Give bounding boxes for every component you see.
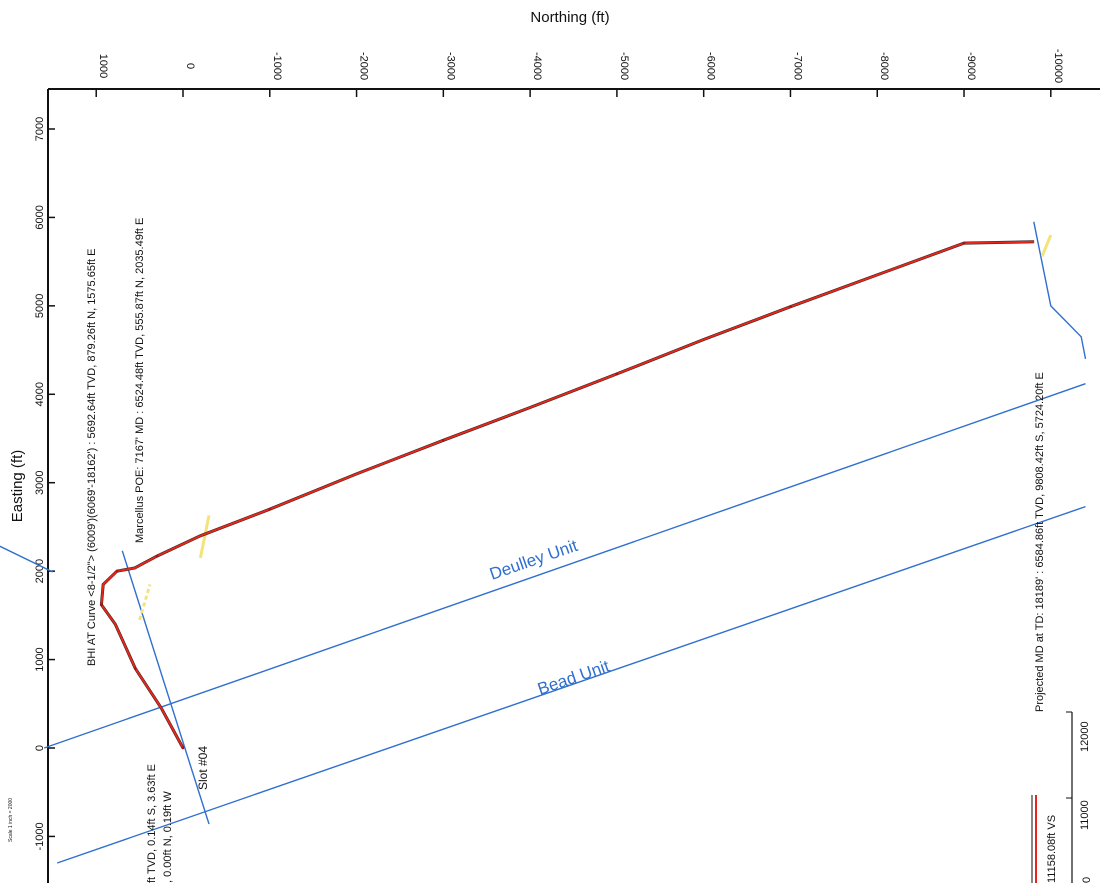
inset-tick-label: 11000: [1079, 800, 1091, 830]
x-tick-label: -4000: [531, 52, 543, 80]
y-tick-label: 2000: [34, 559, 46, 583]
annotation-vs: 11158.08ft VS: [1046, 815, 1058, 883]
wellbore-point: [789, 305, 792, 309]
wellbore-point: [100, 603, 103, 607]
x-axis-label: Northing (ft): [530, 9, 609, 26]
y-tick-label: 4000: [34, 382, 46, 406]
y-tick-label: 6000: [34, 205, 46, 229]
annotation-slot: Slot #04: [196, 746, 210, 790]
label-bead-unit: Bead Unit: [535, 656, 612, 698]
x-tick-label: -6000: [705, 52, 717, 80]
x-tick-label: 1000: [97, 54, 109, 78]
y-tick-label: 1000: [34, 647, 46, 671]
wellbore-point: [155, 554, 159, 558]
x-tick-label: -9000: [965, 52, 977, 80]
inset-tick-label: 0: [1081, 877, 1093, 883]
wellbore-point: [268, 507, 272, 511]
y-tick-label: -1000: [34, 822, 46, 850]
x-tick-label: -5000: [618, 52, 630, 80]
scale-note: Scale 1 inch = 2000: [8, 798, 14, 842]
marker-yellow-dashed: [138, 583, 152, 621]
y-tick-label: 3000: [34, 470, 46, 494]
x-tick-label: -3000: [444, 52, 456, 80]
x-tick-label: 0: [184, 63, 196, 69]
marker-yellow: [198, 515, 211, 559]
unit-boundaries: [0, 221, 1087, 864]
unit-boundary-line: [56, 505, 1086, 864]
wellbore-point: [133, 667, 137, 670]
wellbore-point: [181, 746, 185, 750]
wellbore-line: [100, 240, 1035, 749]
wellbore-point: [615, 372, 619, 376]
annotation-bhi: BHI AT Curve <8-1/2"> (6009')(6069'-1816…: [86, 249, 98, 666]
wellbore-point: [962, 241, 966, 245]
wellbore-point: [115, 569, 119, 573]
annotation-origin-1: ft TVD, 0.14ft S, 3.63ft E: [146, 764, 158, 883]
y-axis-label: Easting (ft): [9, 450, 26, 523]
annotation-projected: Projected MD at TD: 18189' : 6584.86ft T…: [1034, 372, 1046, 712]
x-tick-label: -10000: [1052, 49, 1064, 83]
x-tick-label: -2000: [358, 52, 370, 80]
markers: [138, 234, 1053, 621]
x-ticks: 1000 0 -1000 -2000 -3000 -4000 -5000 -6000 -7000…: [95, 49, 1064, 97]
x-tick-label: -8000: [878, 52, 890, 80]
unit-boundary-line: [1033, 221, 1087, 360]
inset-tick-label: 12000: [1079, 721, 1091, 752]
y-tick-label: 0: [34, 745, 46, 751]
y-ticks: 7000 6000 5000 4000 3000 2000 1000 0 -1000: [34, 117, 55, 851]
wellbore-path: [99, 240, 1035, 750]
unit-boundary-line: [43, 383, 1086, 749]
annotation-origin-2: , 0.00ft N, 0.19ft W: [162, 791, 174, 883]
y-tick-label: 7000: [34, 117, 46, 141]
x-tick-label: -7000: [791, 52, 803, 80]
marker-yellow-end: [1040, 234, 1053, 257]
x-tick-label: -1000: [271, 52, 283, 80]
y-tick-label: 5000: [34, 294, 46, 318]
annotation-marcellus: Marcellus POE: 7167' MD : 6524.48ft TVD,…: [134, 218, 146, 543]
unit-boundary-line: [121, 550, 210, 825]
wellbore-point: [442, 438, 445, 442]
